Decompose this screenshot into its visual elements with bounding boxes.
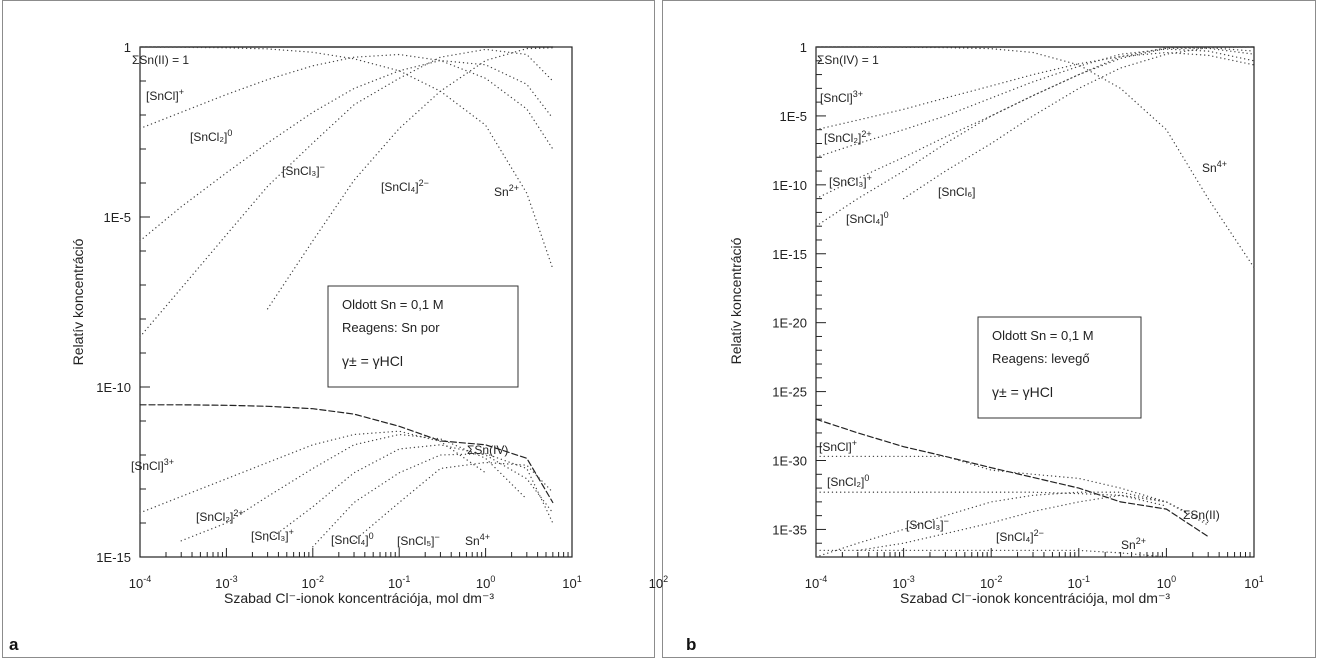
series-a-11 [353, 461, 554, 542]
x-tick-label: 10-4 [129, 574, 151, 591]
series-a-6 [139, 404, 554, 504]
series-b-2 [815, 48, 1255, 158]
y-tick-label: 1E-20 [772, 316, 807, 331]
y-tick-label: 1E-15 [772, 247, 807, 262]
species-label: Sn4+ [465, 532, 490, 548]
legend-line-2: Reagens: levegő [992, 351, 1090, 366]
species-label: [SnCl₄]0 [846, 210, 889, 226]
series-a-7 [139, 430, 487, 514]
species-label: [SnCl]3+ [820, 89, 863, 105]
species-label: [SnCl₃]+ [251, 527, 294, 543]
panel-a-letter: a [9, 635, 19, 654]
x-tick-label: 101 [562, 574, 581, 591]
series-b-6 [815, 46, 1255, 269]
species-label: [SnCl₅]− [397, 532, 440, 548]
species-label: ΣSn(II) = 1 [132, 53, 189, 67]
y-axis-label: Relatív koncentráció [70, 238, 86, 365]
x-tick-label: 101 [1244, 574, 1263, 591]
species-label: [SnCl₄]2− [381, 178, 429, 194]
series-b-9 [815, 491, 1168, 507]
x-tick-label: 100 [476, 574, 495, 591]
species-label: [SnCl₂]0 [827, 473, 869, 489]
legend-line-3: γ± = γHCl [342, 353, 403, 369]
species-label: [SnCl₄]2− [996, 528, 1044, 544]
species-label: [SnCl]+ [146, 87, 184, 103]
series-a-9 [266, 444, 554, 542]
y-tick-label: 1E-5 [104, 210, 131, 225]
series-b-8 [815, 455, 1168, 503]
panel-a-frame: a [2, 0, 655, 658]
species-label: [SnCl]3+ [131, 457, 174, 473]
x-tick-label: 10-3 [215, 574, 237, 591]
legend-box-a [327, 285, 519, 388]
species-label: [SnCl₃]− [282, 162, 325, 178]
series-b-10 [815, 491, 1209, 558]
y-tick-label: 1E-30 [772, 454, 807, 469]
legend-box-b [977, 316, 1142, 419]
x-tick-label: 100 [1157, 574, 1176, 591]
species-label: [SnCl₆] [938, 185, 976, 199]
species-label: [SnCl₃]+ [829, 173, 872, 189]
series-a-1 [139, 53, 554, 150]
series-b-5 [902, 46, 1255, 200]
series-b-11 [857, 494, 1209, 552]
plot-panel-b: 10-4 10-3 10-2 10-1 100 101 1 1E-5 1E-10 1E-15 1E-… [728, 40, 1264, 606]
x-tick-label: 10-1 [1068, 574, 1090, 591]
legend-line-3: γ± = γHCl [992, 384, 1053, 400]
panel-b-frame: b [662, 0, 1316, 658]
y-tick-label: 1 [124, 40, 131, 55]
species-label: [SnCl₂]2+ [196, 508, 244, 524]
series-b-1 [815, 51, 1255, 131]
series-b-4 [815, 46, 1255, 227]
y-axis-label: Relatív koncentráció [728, 237, 744, 364]
plot-area-b [815, 46, 1255, 558]
y-tick-label: 1E-10 [96, 380, 131, 395]
legend-line-1: Oldott Sn = 0,1 M [992, 328, 1094, 343]
x-tick-label: 10-2 [980, 574, 1002, 591]
legend-line-2: Reagens: Sn por [342, 320, 440, 335]
series-a-3 [139, 48, 554, 338]
species-label: Sn2+ [1121, 536, 1146, 552]
y-tick-label: 1E-35 [772, 522, 807, 537]
panel-b-letter: b [686, 635, 697, 654]
series-b-7 [815, 418, 1209, 538]
series-b-12 [815, 549, 1168, 558]
series-a-4 [266, 47, 554, 310]
y-tick-label: 1E-25 [772, 385, 807, 400]
y-tick-label: 1E-5 [780, 109, 807, 124]
species-label: ΣSn(IV) [467, 443, 508, 457]
species-label: ΣSn(II) [1183, 508, 1220, 522]
series-a-2 [139, 59, 554, 242]
plot-panel-a: 10-4 10-3 10-2 10-1 100 101 102 1 1E-5 1E-10 1E-15… [70, 40, 668, 606]
species-label: Sn4+ [1202, 159, 1227, 175]
species-label: Sn2+ [494, 183, 519, 199]
species-label: ΣSn(IV) = 1 [817, 53, 879, 67]
species-label: [SnCl₂]0 [190, 128, 232, 144]
y-tick-label: 1E-10 [772, 178, 807, 193]
x-axis-label: Szabad Cl⁻-ionok koncentrációja, mol dm⁻… [900, 590, 1170, 606]
y-tick-label: 1E-15 [96, 550, 131, 565]
x-tick-label: 10-2 [302, 574, 324, 591]
x-tick-label: 10-4 [805, 574, 827, 591]
species-label: [SnCl₃]− [906, 516, 949, 532]
x-tick-label: 102 [649, 574, 668, 591]
x-tick-label: 10-1 [388, 574, 410, 591]
y-tick-label: 1 [800, 40, 807, 55]
x-axis-label: Szabad Cl⁻-ionok koncentrációja, mol dm⁻… [224, 590, 494, 606]
series-a-10 [312, 452, 554, 548]
x-tick-label: 10-3 [892, 574, 914, 591]
legend-line-1: Oldott Sn = 0,1 M [342, 297, 444, 312]
species-label: [SnCl₂]2+ [824, 129, 872, 145]
species-label: [SnCl₄]0 [331, 531, 374, 547]
series-a-5 [139, 46, 554, 270]
series-b-3 [815, 47, 1255, 200]
species-label: [SnCl]+ [819, 438, 857, 454]
